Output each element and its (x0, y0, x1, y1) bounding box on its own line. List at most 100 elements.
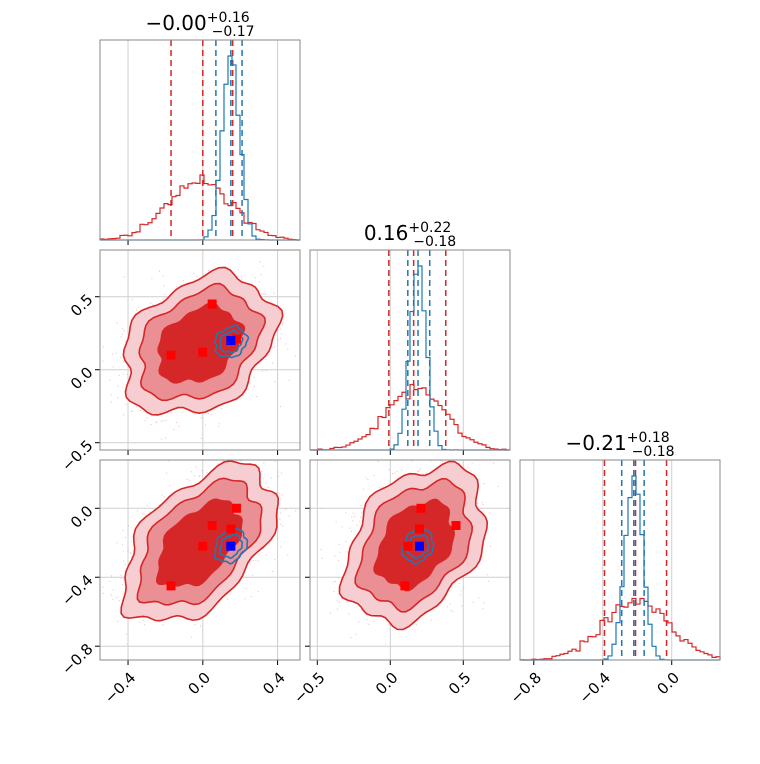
sample-point (312, 492, 313, 493)
sample-point (241, 276, 242, 277)
sample-point (126, 634, 127, 635)
sample-point (113, 366, 114, 367)
sample-point (277, 471, 278, 472)
sample-point (259, 554, 260, 555)
sample-point (123, 550, 124, 551)
sample-point (256, 396, 257, 397)
sample-point (123, 361, 124, 362)
sample-point (123, 579, 124, 580)
sample-point (91, 315, 92, 316)
sample-point (258, 561, 259, 562)
sample-point (164, 496, 165, 497)
sample-point (144, 624, 145, 625)
sample-point (356, 524, 357, 525)
sample-point (266, 370, 267, 371)
sample-point (122, 584, 123, 585)
truth-marker (226, 524, 235, 533)
sample-point (191, 471, 192, 472)
sample-point (352, 520, 353, 521)
sample-point (245, 448, 246, 449)
sample-point (112, 354, 113, 355)
sample-point (360, 505, 361, 506)
sample-point (487, 574, 488, 575)
sample-point (123, 561, 124, 562)
sample-point (123, 530, 124, 531)
sample-point (131, 553, 132, 554)
sample-point (116, 322, 117, 323)
panel-frame (100, 40, 300, 240)
sample-point (282, 324, 283, 325)
sample-point (161, 495, 162, 496)
sample-point (262, 371, 263, 372)
sample-point (339, 544, 340, 545)
sample-point (120, 336, 121, 337)
sample-point (131, 411, 132, 412)
sample-point (201, 470, 202, 471)
sample-point (268, 487, 269, 488)
sample-point (255, 277, 256, 278)
sample-point (131, 557, 132, 558)
sample-point (161, 438, 162, 439)
sample-point (132, 299, 133, 300)
sample-point (127, 643, 128, 644)
sample-point (321, 508, 322, 509)
sample-point (435, 453, 436, 454)
sample-point (128, 525, 129, 526)
sample-point (261, 274, 262, 275)
sample-point (295, 510, 296, 511)
sample-point (335, 581, 336, 582)
sample-point (145, 420, 146, 421)
sample-point (267, 355, 268, 356)
sample-point (463, 588, 464, 589)
sample-point (265, 483, 266, 484)
sample-point (441, 457, 442, 458)
sample-point (115, 353, 116, 354)
sample-point (312, 311, 313, 312)
sample-point (281, 473, 282, 474)
sample-point (111, 575, 112, 576)
sample-point (280, 513, 281, 514)
sample-point (201, 417, 202, 418)
sample-point (208, 413, 209, 414)
sample-point (238, 269, 239, 270)
sample-point (140, 410, 141, 411)
sample-point (125, 537, 126, 538)
sample-point (255, 560, 256, 561)
sample-point (254, 377, 255, 378)
sample-point (280, 524, 281, 525)
sample-point (195, 414, 196, 415)
sample-point (244, 598, 245, 599)
sample-point (321, 558, 322, 559)
sample-point (163, 275, 164, 276)
sample-point (266, 555, 267, 556)
sample-point (158, 504, 159, 505)
sample-point (196, 276, 197, 277)
sample-point (144, 513, 145, 514)
sample-point (278, 476, 279, 477)
sample-point (117, 596, 118, 597)
sample-point (109, 581, 110, 582)
sample-point (182, 411, 183, 412)
sample-point (162, 624, 163, 625)
sample-point (139, 621, 140, 622)
sample-point (485, 453, 486, 454)
sample-point (288, 516, 289, 517)
sample-point (271, 347, 272, 348)
truth-marker (167, 351, 176, 360)
sample-point (176, 422, 177, 423)
sample-point (169, 485, 170, 486)
truth-marker (208, 521, 217, 530)
sample-point (102, 587, 103, 588)
sample-point (103, 593, 104, 594)
sample-point (277, 330, 278, 331)
sample-point (227, 598, 228, 599)
sample-point (467, 466, 468, 467)
sample-point (111, 595, 112, 596)
sample-point (162, 298, 163, 299)
sample-point (201, 438, 202, 439)
density-layer (91, 446, 314, 661)
sample-point (219, 423, 220, 424)
sample-point (287, 554, 288, 555)
sample-point (143, 411, 144, 412)
sample-point (274, 559, 275, 560)
